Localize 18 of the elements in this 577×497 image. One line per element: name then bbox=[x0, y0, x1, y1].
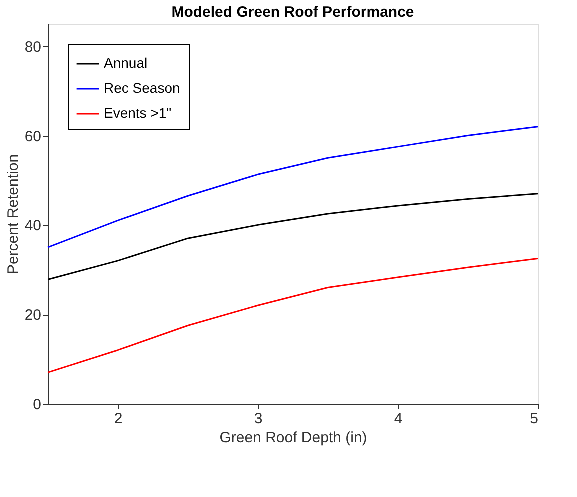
x-tick-label: 4 bbox=[394, 410, 403, 428]
x-tick-label: 3 bbox=[254, 410, 263, 428]
y-tick-label: 60 bbox=[24, 128, 42, 146]
line-series bbox=[47, 126, 539, 248]
y-tick-label: 0 bbox=[33, 396, 42, 414]
legend-label: Rec Season bbox=[104, 80, 180, 96]
legend-label: Annual bbox=[104, 55, 148, 71]
x-tick-label: 5 bbox=[530, 410, 538, 428]
y-tick-label: 40 bbox=[24, 218, 42, 235]
x-tick-label: 2 bbox=[114, 410, 123, 428]
legend-label: Events >1" bbox=[104, 105, 172, 121]
y-axis-title: Percent Retention bbox=[4, 154, 22, 275]
x-axis-title: Green Roof Depth (in) bbox=[220, 430, 368, 446]
line-series bbox=[47, 193, 539, 280]
y-tick-label: 20 bbox=[24, 307, 42, 324]
line-series bbox=[47, 258, 539, 374]
chart-title: Modeled Green Roof Performance bbox=[172, 4, 414, 21]
y-tick-label: 80 bbox=[24, 38, 42, 56]
